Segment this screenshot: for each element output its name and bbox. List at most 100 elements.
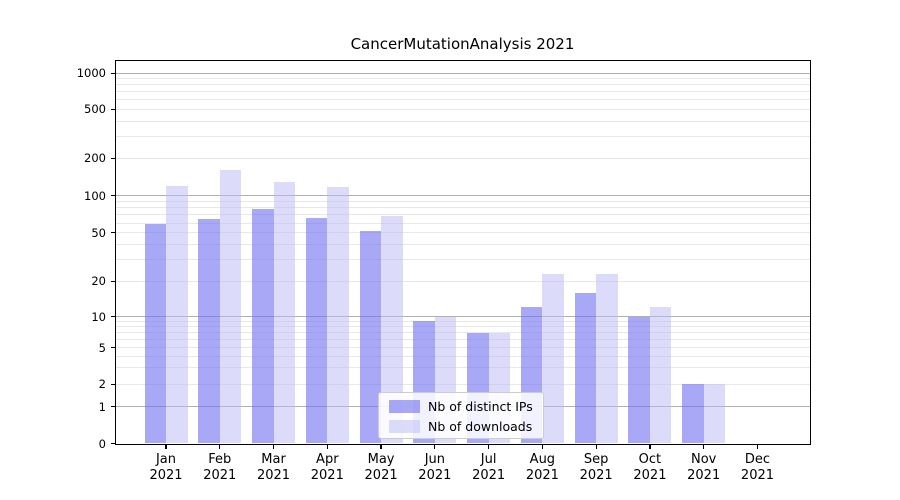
bar-downloads — [327, 186, 349, 444]
x-tick-label: Jun 2021 — [418, 452, 452, 483]
bar-downloads — [219, 170, 242, 444]
x-tick-label: Nov 2021 — [687, 452, 721, 483]
x-tick-label: Oct 2021 — [633, 452, 667, 483]
y-tick-mark — [110, 316, 115, 318]
gridline-minor — [115, 367, 810, 369]
bar-distinct-ips — [252, 209, 274, 444]
x-tick-label: Mar 2021 — [256, 452, 291, 483]
gridline-minor — [115, 280, 810, 282]
y-tick-mark — [110, 442, 115, 445]
x-tick-mark — [165, 444, 167, 449]
bar-downloads — [273, 182, 296, 444]
gridline-minor — [115, 355, 810, 357]
x-tick-mark — [756, 444, 759, 449]
gridline-minor — [115, 136, 810, 138]
x-tick-label: Jul 2021 — [472, 452, 506, 483]
x-tick-label: May 2021 — [364, 452, 398, 483]
x-tick-mark — [434, 444, 436, 449]
gridline-minor — [115, 383, 810, 385]
x-tick-label: Feb 2021 — [203, 452, 237, 483]
bar-distinct-ips — [198, 218, 220, 444]
gridline-minor — [115, 326, 810, 328]
gridline-minor — [115, 214, 810, 216]
bar-downloads — [596, 273, 618, 444]
bar-downloads — [166, 185, 188, 444]
x-tick-mark — [380, 444, 382, 449]
x-tick-label: Jan 2021 — [149, 452, 183, 483]
chart-title: CancerMutationAnalysis 2021 — [350, 35, 575, 53]
gridline-minor — [115, 91, 810, 93]
y-tick-mark — [110, 346, 115, 349]
gridline-minor — [115, 120, 810, 122]
gridline-minor — [115, 259, 810, 261]
y-tick-label: 1000 — [76, 66, 106, 81]
gridline-minor — [115, 200, 810, 202]
y-tick-label: 500 — [84, 102, 106, 117]
x-tick-mark — [272, 444, 275, 449]
legend-item-downloads: Nb of downloads — [379, 417, 543, 437]
bar-downloads — [542, 273, 564, 444]
bar-distinct-ips — [144, 223, 166, 444]
gridline-minor — [115, 347, 810, 348]
gridline-major — [115, 316, 810, 318]
y-tick-label: 1 — [98, 399, 106, 414]
y-tick-mark — [110, 108, 115, 110]
x-tick-mark — [488, 444, 490, 449]
gridline-minor — [115, 84, 810, 86]
bar-distinct-ips — [682, 384, 704, 444]
gridline-minor — [115, 332, 810, 333]
y-tick-mark — [110, 406, 115, 408]
gridline-major — [115, 72, 810, 74]
bar-distinct-ips — [574, 292, 597, 444]
plot-area — [114, 59, 811, 445]
y-tick-label: 5 — [98, 340, 106, 355]
y-tick-label: 20 — [91, 274, 106, 289]
bar-distinct-ips — [305, 217, 328, 444]
x-tick-mark — [649, 444, 651, 449]
gridline-minor — [115, 244, 810, 246]
y-tick-mark — [110, 157, 115, 159]
y-tick-mark — [110, 280, 115, 282]
bar-downloads — [649, 307, 672, 444]
y-tick-label: 2 — [98, 377, 106, 392]
y-tick-mark — [110, 383, 115, 385]
y-tick-label: 10 — [91, 309, 106, 324]
gridline-minor — [115, 232, 810, 234]
gridline-minor — [115, 207, 810, 209]
gridline-major — [115, 195, 810, 197]
y-tick-mark — [110, 72, 115, 74]
x-tick-mark — [219, 444, 221, 449]
legend-swatch-distinct-ips — [389, 400, 420, 413]
bar-distinct-ips — [359, 230, 382, 444]
bar-downloads — [703, 384, 726, 444]
y-tick-mark — [110, 232, 115, 234]
x-tick-mark — [326, 444, 328, 449]
x-tick-mark — [703, 444, 705, 449]
x-tick-label: Aug 2021 — [525, 452, 559, 483]
bar-downloads — [381, 215, 403, 444]
legend-label-downloads: Nb of downloads — [428, 419, 533, 434]
gridline-minor — [115, 157, 810, 159]
legend-item-distinct-ips: Nb of distinct IPs — [379, 397, 543, 417]
x-tick-label: Dec 2021 — [740, 452, 775, 483]
y-tick-label: 100 — [84, 188, 106, 203]
x-tick-mark — [595, 444, 597, 449]
gridline-minor — [115, 99, 810, 101]
x-tick-mark — [541, 444, 543, 449]
x-tick-label: Sep 2021 — [579, 452, 613, 483]
x-tick-label: Apr 2021 — [310, 452, 344, 483]
gridline-minor — [115, 338, 810, 340]
y-tick-label: 50 — [91, 225, 106, 240]
gridline-minor — [115, 108, 810, 110]
legend-swatch-downloads — [389, 420, 420, 433]
y-tick-label: 0 — [98, 436, 106, 451]
y-tick-mark — [110, 195, 115, 197]
y-tick-label: 200 — [84, 151, 106, 166]
gridline-minor — [115, 222, 810, 224]
gridline-minor — [115, 78, 810, 80]
bar-distinct-ips — [628, 316, 650, 444]
legend: Nb of distinct IPs Nb of downloads — [378, 391, 544, 439]
gridline-minor — [115, 320, 810, 322]
legend-label-distinct-ips: Nb of distinct IPs — [428, 399, 533, 414]
